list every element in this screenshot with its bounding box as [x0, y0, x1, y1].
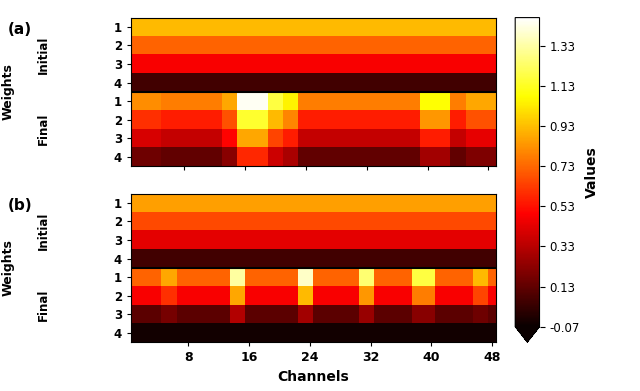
Text: Final: Final [37, 113, 50, 145]
Text: (a): (a) [8, 22, 32, 37]
Text: Final: Final [37, 289, 50, 321]
PathPatch shape [515, 326, 540, 342]
Text: Initial: Initial [37, 36, 50, 74]
Text: (b): (b) [8, 198, 32, 213]
Text: Initial: Initial [37, 212, 50, 250]
X-axis label: Channels: Channels [278, 370, 349, 384]
Text: Weights: Weights [1, 63, 14, 120]
Y-axis label: Values: Values [585, 146, 599, 198]
Text: Weights: Weights [1, 239, 14, 296]
